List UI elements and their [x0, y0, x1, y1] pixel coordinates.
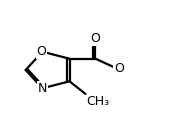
Text: CH₃: CH₃ [86, 95, 109, 108]
Text: O: O [37, 45, 46, 58]
Text: O: O [114, 62, 124, 75]
Text: O: O [91, 32, 100, 45]
Text: N: N [38, 82, 47, 95]
